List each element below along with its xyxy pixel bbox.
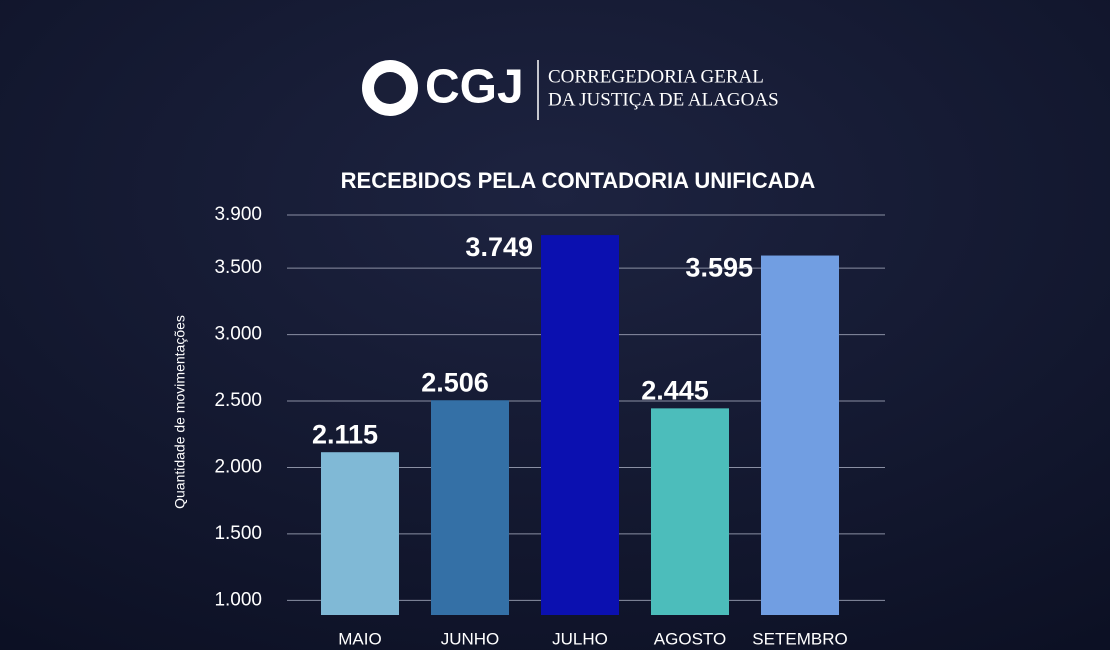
x-tick-label: MAIO	[338, 629, 381, 648]
bar	[761, 255, 839, 615]
x-tick-label: AGOSTO	[654, 629, 726, 648]
header-line2: DA JUSTIÇA DE ALAGOAS	[548, 89, 779, 110]
y-tick-label: 3.900	[214, 204, 262, 225]
y-tick-label: 2.000	[214, 457, 262, 478]
y-tick-label: 3.000	[214, 324, 262, 345]
x-tick-label: JULHO	[552, 629, 608, 648]
value-label: 2.445	[641, 375, 709, 405]
bar	[321, 452, 399, 615]
value-label: 2.115	[312, 419, 378, 449]
bar	[541, 235, 619, 615]
y-axis-label: Quantidade de movimentações	[172, 315, 188, 509]
x-tick-label: JUNHO	[441, 629, 500, 648]
y-tick-label: 1.000	[214, 589, 262, 610]
value-label: 2.506	[421, 367, 489, 397]
y-tick-label: 2.500	[214, 390, 262, 411]
chart-title: RECEBIDOS PELA CONTADORIA UNIFICADA	[341, 168, 816, 193]
bar	[431, 400, 509, 615]
logo-text: CGJ	[425, 61, 524, 114]
y-tick-label: 1.500	[214, 523, 262, 544]
logo-emblem-inner	[374, 72, 406, 104]
value-label: 3.595	[685, 253, 753, 283]
x-tick-label: SETEMBRO	[752, 629, 847, 648]
bar	[651, 408, 729, 615]
header-line1: CORREGEDORIA GERAL	[548, 66, 764, 87]
value-label: 3.749	[465, 232, 533, 262]
y-tick-label: 3.500	[214, 257, 262, 278]
